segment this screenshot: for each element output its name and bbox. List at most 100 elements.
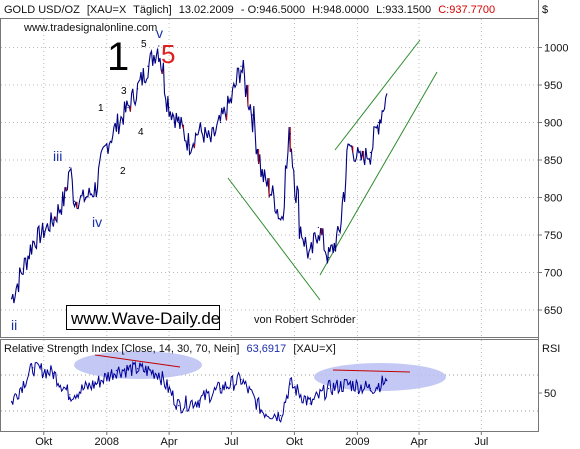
rsi-axis-label: RSI: [542, 343, 560, 355]
price-point: [273, 196, 275, 199]
source-url: www.tradesignalonline.com: [23, 22, 157, 34]
x-tick-label: Apr: [161, 436, 178, 448]
rsi-point: [198, 399, 200, 401]
price-point: [115, 125, 117, 127]
price-point: [261, 174, 263, 176]
price-y-tick-label: 750: [544, 230, 562, 242]
price-point: [309, 258, 311, 260]
header-open: - O:946.5000: [241, 4, 305, 16]
rsi-point: [309, 403, 311, 405]
price-point: [328, 256, 330, 259]
price-point: [178, 121, 180, 124]
rsi-point: [289, 383, 291, 385]
rsi-grid: [1, 340, 538, 431]
rsi-point: [369, 387, 372, 390]
rsi-value: 63,6917: [246, 343, 286, 355]
wave-label-iii: iii: [53, 148, 62, 164]
price-series: [10, 45, 388, 304]
rsi-header: Relative Strength Index [Close, 14, 30, …: [4, 343, 336, 355]
x-tick-label: Okt: [35, 436, 52, 448]
price-point: [280, 219, 282, 221]
author-credit: von Robert Schröder: [254, 314, 356, 326]
watermark-text: www.Wave-Daily.de: [70, 309, 220, 328]
header-low: L:933.1500: [376, 4, 431, 16]
price-point: [219, 121, 222, 124]
rsi-point: [219, 387, 222, 390]
wave-label-5: 5: [141, 39, 147, 50]
price-point: [43, 230, 45, 232]
rsi-series: [10, 360, 388, 423]
rsi-point: [10, 401, 13, 403]
price-point: [136, 88, 139, 90]
rsi-point: [280, 414, 282, 417]
x-tick-label: 2008: [95, 436, 119, 448]
x-ticks: Okt 2008 Apr Jul Okt 2009 Apr Jul: [35, 431, 488, 448]
price-point: [69, 166, 71, 169]
rsi-point: [261, 410, 263, 412]
wave-label-big-1: 1: [107, 35, 129, 79]
price-y-tick-label: 650: [544, 305, 562, 317]
rsi-point: [240, 378, 242, 381]
wave-label-4: 4: [138, 127, 144, 138]
header-period: Täglich]: [133, 4, 172, 16]
chart-header: GOLD USD/OZ [XAU=X Täglich] 13.02.2009 -…: [4, 4, 495, 16]
wave-label-2: 2: [120, 166, 126, 177]
price-point: [299, 226, 302, 229]
header-ticker: [XAU=X: [87, 4, 127, 16]
price-y-tick-label: 900: [544, 118, 562, 130]
price-point: [127, 106, 129, 109]
rsi-point: [328, 387, 330, 390]
wave-label-3: 3: [121, 86, 127, 97]
rsi-point: [158, 372, 160, 374]
rsi-point: [348, 383, 350, 385]
currency-label: $: [542, 4, 548, 16]
wave-label-ii: ii: [11, 317, 17, 333]
price-point: [32, 241, 34, 244]
price-point: [240, 65, 242, 67]
price-y-tick-label: 700: [544, 268, 562, 280]
rsi-title: Relative Strength Index [Close, 14, 30, …: [4, 343, 239, 355]
header-high: H:948.0000: [312, 4, 369, 16]
wave-label-big-5: 5: [161, 39, 175, 69]
rsi-ticker: [XAU=X]: [293, 343, 336, 355]
rsi-point: [386, 380, 388, 382]
x-tick-label: Jul: [474, 436, 488, 448]
price-point: [147, 65, 149, 67]
rsi-point: [52, 372, 54, 374]
price-point: [252, 114, 254, 116]
price-point: [198, 129, 200, 131]
watermark-box: [66, 305, 220, 330]
price-series-line: [11, 48, 388, 304]
price-y-tick-label: 950: [544, 80, 562, 92]
price-point: [348, 144, 350, 146]
price-point: [22, 268, 24, 270]
wave-label-iv: iv: [92, 214, 102, 230]
price-point: [168, 106, 170, 109]
trendline-decline: [227, 177, 321, 301]
price-point: [210, 140, 212, 142]
price-point: [106, 144, 108, 146]
price-y-tick-label: 1000: [544, 43, 568, 55]
price-point: [359, 159, 361, 161]
price-point: [338, 234, 340, 236]
price-point: [289, 133, 291, 135]
x-tick-label: Apr: [410, 436, 427, 448]
price-point: [84, 196, 87, 199]
x-tick-label: Jul: [224, 436, 238, 448]
price-point: [189, 144, 191, 146]
rsi-point: [69, 394, 71, 396]
wave-label-1: 1: [98, 103, 104, 114]
header-date: 13.02.2009: [179, 4, 234, 16]
x-tick-label: Okt: [286, 436, 303, 448]
price-point: [94, 189, 96, 191]
rsi-point: [94, 383, 96, 385]
price-y-tick-label: 850: [544, 155, 562, 167]
price-y-ticks: 650 700 750 800 850 900 950 1000: [538, 43, 568, 317]
price-point: [158, 45, 160, 47]
channel-upper-line: [334, 39, 421, 151]
header-symbol: GOLD USD/OZ: [4, 4, 80, 16]
rsi-point: [32, 367, 34, 369]
price-point: [317, 226, 319, 229]
